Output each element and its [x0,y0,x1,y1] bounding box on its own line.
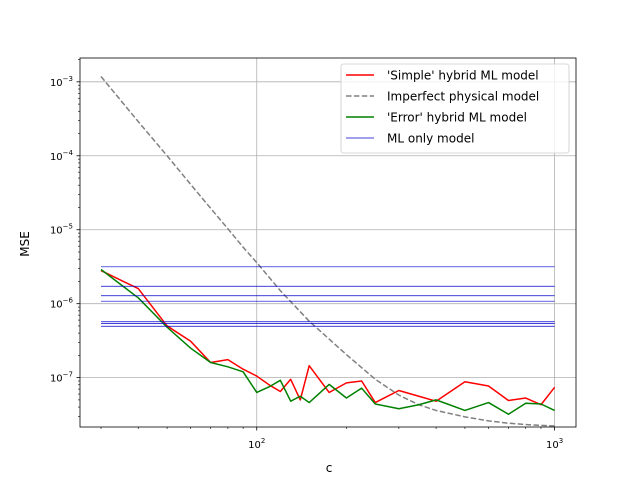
legend-box [340,63,570,154]
x-tick-label: 102 [248,437,265,451]
y-tick-label: 10−4 [50,149,74,163]
plot-frame [79,57,577,428]
y-tick-label: 10−7 [50,371,73,385]
legend-label: 'Simple' hybrid ML model [387,69,539,83]
series-line [100,269,556,406]
legend-label: 'Error' hybrid ML model [387,111,527,125]
y-axis-label: MSE [18,231,32,257]
x-axis-label: c [326,461,333,475]
y-tick-label: 10−5 [50,223,73,237]
axes: 102 103 10−7 10−6 10−5 10−4 10−3 [50,57,577,451]
legend: 'Simple' hybrid ML model Imperfect physic… [340,63,570,154]
plot-series [100,76,556,427]
series-line [100,76,555,427]
legend-label: Imperfect physical model [387,90,539,104]
legend-label: ML only model [387,132,474,146]
y-tick-label: 10−6 [50,297,74,311]
x-tick-label: 103 [546,437,563,451]
y-tick-label: 10−3 [50,75,73,89]
series-line [100,268,555,415]
